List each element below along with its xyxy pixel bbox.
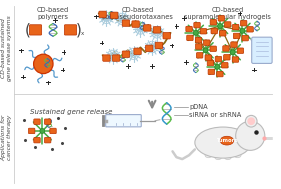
Circle shape	[215, 64, 220, 69]
Circle shape	[203, 48, 208, 53]
FancyBboxPatch shape	[64, 25, 77, 35]
Circle shape	[245, 115, 257, 127]
FancyBboxPatch shape	[237, 48, 244, 53]
Circle shape	[247, 117, 255, 125]
FancyBboxPatch shape	[195, 37, 202, 43]
FancyBboxPatch shape	[233, 33, 240, 39]
Circle shape	[193, 30, 198, 35]
FancyBboxPatch shape	[224, 55, 230, 60]
Text: CD-based
polypseudorotaxanes: CD-based polypseudorotaxanes	[102, 7, 173, 20]
FancyBboxPatch shape	[196, 44, 202, 49]
Ellipse shape	[234, 153, 241, 158]
FancyBboxPatch shape	[134, 48, 141, 54]
Text: CD-based
polymers: CD-based polymers	[37, 7, 69, 20]
Text: CD-based sustained
gene release systems: CD-based sustained gene release systems	[1, 15, 12, 81]
Ellipse shape	[205, 153, 212, 158]
FancyBboxPatch shape	[223, 46, 229, 51]
FancyBboxPatch shape	[112, 55, 120, 61]
FancyBboxPatch shape	[241, 20, 247, 26]
FancyBboxPatch shape	[132, 21, 139, 27]
FancyBboxPatch shape	[122, 20, 130, 26]
Circle shape	[230, 50, 235, 55]
FancyBboxPatch shape	[30, 25, 42, 35]
Text: pDNA: pDNA	[189, 104, 208, 110]
FancyBboxPatch shape	[208, 69, 214, 75]
FancyBboxPatch shape	[203, 40, 210, 45]
FancyBboxPatch shape	[252, 37, 272, 64]
FancyBboxPatch shape	[222, 63, 228, 68]
Text: x: x	[81, 31, 85, 36]
Text: CD-based
supramolecular hydrogels: CD-based supramolecular hydrogels	[184, 7, 271, 20]
FancyBboxPatch shape	[210, 46, 216, 51]
FancyBboxPatch shape	[122, 51, 130, 57]
Text: ): )	[75, 22, 81, 37]
FancyBboxPatch shape	[220, 31, 226, 36]
Text: (: (	[25, 22, 31, 37]
Circle shape	[218, 24, 223, 28]
Text: siRNA or shRNA: siRNA or shRNA	[189, 112, 241, 118]
FancyBboxPatch shape	[200, 29, 207, 34]
FancyBboxPatch shape	[215, 56, 222, 62]
FancyBboxPatch shape	[44, 119, 51, 124]
FancyBboxPatch shape	[211, 28, 217, 34]
Circle shape	[236, 121, 265, 150]
FancyBboxPatch shape	[50, 128, 56, 134]
FancyBboxPatch shape	[194, 22, 200, 28]
FancyBboxPatch shape	[153, 27, 161, 33]
Ellipse shape	[215, 155, 222, 160]
FancyBboxPatch shape	[187, 35, 193, 41]
FancyBboxPatch shape	[99, 11, 106, 18]
FancyBboxPatch shape	[207, 60, 214, 66]
Circle shape	[240, 28, 245, 33]
Circle shape	[40, 129, 45, 133]
FancyBboxPatch shape	[34, 119, 40, 124]
Text: Applications for
cancer therapy: Applications for cancer therapy	[1, 115, 12, 161]
FancyBboxPatch shape	[210, 19, 217, 25]
FancyBboxPatch shape	[146, 45, 153, 52]
FancyBboxPatch shape	[28, 128, 35, 134]
FancyBboxPatch shape	[232, 57, 239, 62]
FancyBboxPatch shape	[155, 42, 163, 49]
FancyBboxPatch shape	[218, 16, 225, 21]
Ellipse shape	[225, 155, 231, 160]
FancyBboxPatch shape	[110, 12, 118, 19]
FancyBboxPatch shape	[225, 22, 231, 27]
FancyBboxPatch shape	[186, 26, 192, 32]
FancyBboxPatch shape	[163, 33, 170, 39]
FancyBboxPatch shape	[217, 71, 223, 77]
FancyBboxPatch shape	[247, 27, 253, 32]
FancyBboxPatch shape	[44, 137, 51, 143]
FancyBboxPatch shape	[242, 35, 248, 41]
Circle shape	[34, 54, 53, 74]
FancyBboxPatch shape	[103, 55, 110, 61]
FancyBboxPatch shape	[196, 53, 203, 58]
FancyBboxPatch shape	[232, 24, 239, 30]
FancyArrowPatch shape	[149, 101, 155, 107]
Text: Tumors: Tumors	[216, 138, 238, 143]
FancyBboxPatch shape	[205, 55, 212, 60]
FancyBboxPatch shape	[34, 137, 40, 143]
Ellipse shape	[220, 136, 234, 145]
Text: Sustained gene release: Sustained gene release	[30, 108, 113, 115]
FancyBboxPatch shape	[106, 115, 141, 127]
FancyBboxPatch shape	[144, 25, 151, 31]
FancyBboxPatch shape	[231, 42, 237, 47]
Ellipse shape	[195, 127, 251, 158]
